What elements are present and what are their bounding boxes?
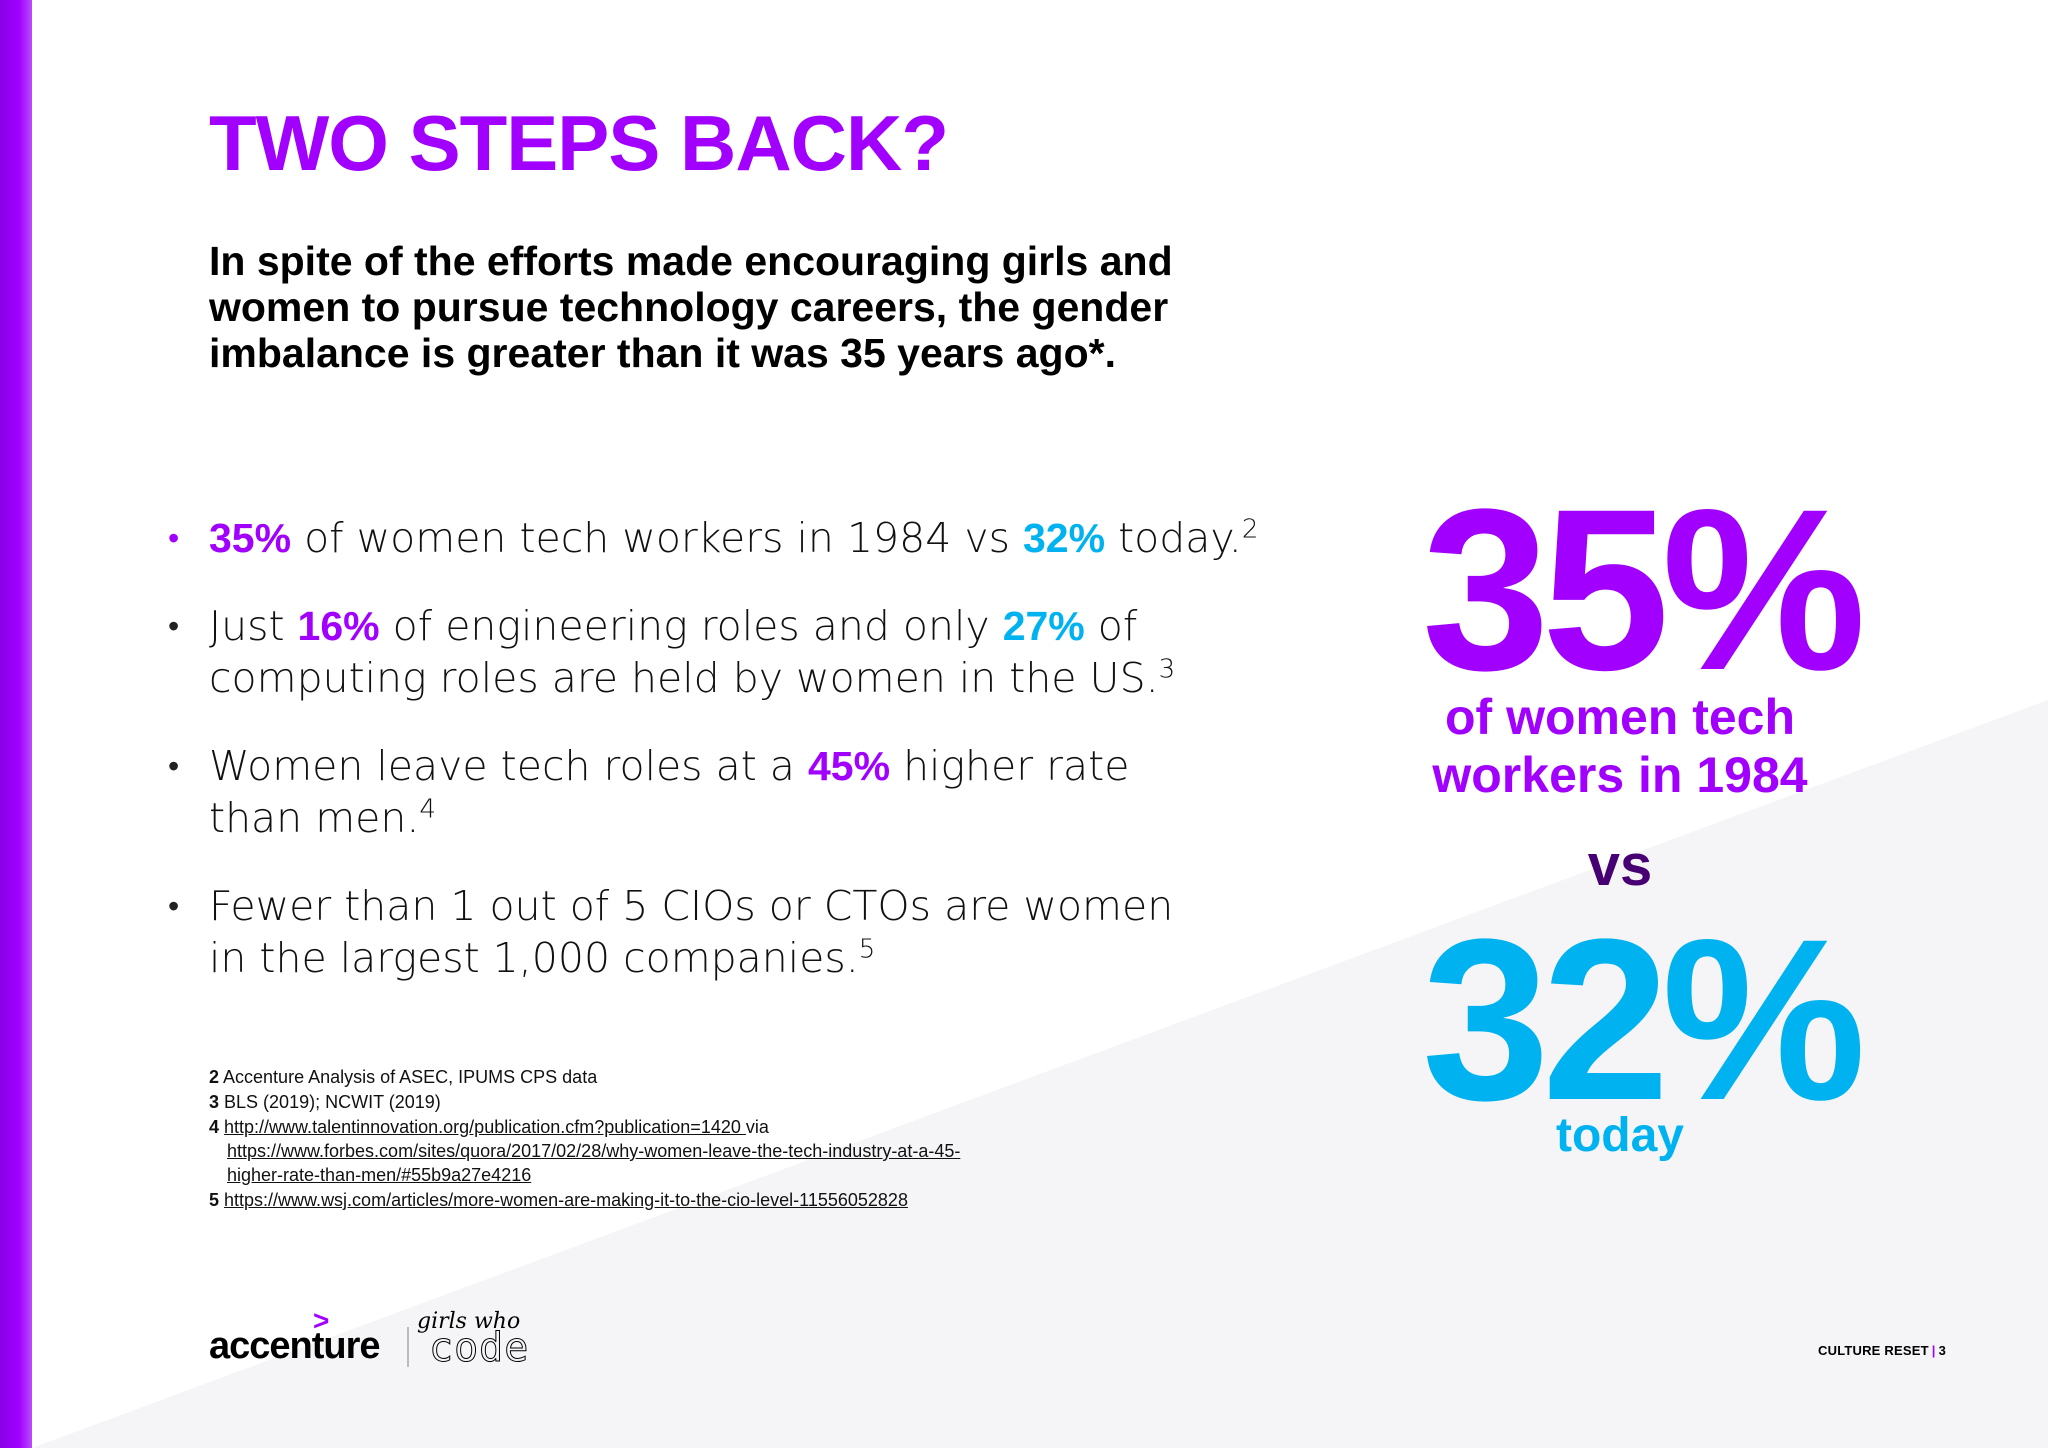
bullet-text-part: of women tech workers in 1984 vs [291, 514, 1023, 562]
intro-paragraph: In spite of the efforts made encouraging… [209, 238, 1173, 376]
accenture-logo-mark-icon: > [313, 1305, 330, 1336]
bullet-dot: • [168, 887, 180, 925]
footnote-5: 5 https://www.wsj.com/articles/more-wome… [209, 1188, 1009, 1212]
footnote-4: 4 http://www.talentinnovation.org/public… [209, 1115, 1009, 1187]
highlight-value: 16% [297, 603, 380, 649]
page-number: 3 [1938, 1343, 1946, 1358]
footer-label: CULTURE RESET [1818, 1343, 1929, 1358]
footnote-number: 5 [209, 1190, 220, 1210]
stat-1984-label-line: workers in 1984 [1432, 747, 1808, 803]
bullet-item: • Women leave tech roles at a 45% higher… [168, 740, 1209, 844]
bullet-text-part: higher rate than men. [209, 742, 1130, 842]
left-accent-bar [0, 0, 32, 1448]
stat-today-label: today [1555, 1109, 1684, 1162]
footnotes: 2 Accenture Analysis of ASEC, IPUMS CPS … [209, 1065, 1009, 1213]
stat-vs: vs [1587, 833, 1653, 898]
bullet-item: • Just 16% of engineering roles and only… [168, 600, 1338, 704]
bullet-text-part: Women leave tech roles at a [209, 742, 808, 790]
stats-bullet-list: • 35% of women tech workers in 1984 vs 3… [168, 512, 1338, 1020]
footnote-number: 2 [209, 1067, 220, 1087]
page-title: TWO STEPS BACK? [209, 99, 949, 187]
bullet-text-part: of computing roles are held by women in … [209, 602, 1159, 702]
footnote-3: 3 BLS (2019); NCWIT (2019) [209, 1090, 1009, 1114]
footnote-number: 4 [209, 1117, 220, 1137]
page-footer: CULTURE RESET | 3 [1700, 1343, 1946, 1358]
bullet-text-part: of engineering roles and only [379, 602, 1003, 650]
bullet-text: 35% of women tech workers in 1984 vs 32%… [209, 514, 1258, 562]
logo-divider [407, 1327, 409, 1367]
footnote-link-wsj[interactable]: https://www.wsj.com/articles/more-women-… [224, 1190, 908, 1210]
bullet-text: Fewer than 1 out of 5 CIOs or CTOs are w… [209, 882, 1173, 982]
accenture-logo: accenture [209, 1325, 381, 1367]
bullet-text-part: Just [209, 602, 298, 650]
bullet-dot: • [168, 519, 180, 557]
stat-1984-label-line: of women tech [1444, 689, 1796, 745]
footnote-text: via [745, 1117, 769, 1137]
girls-who-code-wordmark: code [428, 1325, 530, 1372]
highlight-value: 32% [1022, 515, 1106, 561]
highlight-value: 45% [807, 743, 891, 789]
footnote-text: Accenture Analysis of ASEC, IPUMS CPS da… [223, 1067, 598, 1087]
bullet-item: • 35% of women tech workers in 1984 vs 3… [168, 512, 1338, 564]
stat-1984-value: 35% [1421, 461, 1866, 718]
footnote-link-talentinnovation[interactable]: http://www.talentinnovation.org/publicat… [224, 1117, 746, 1137]
bullet-text-part: Fewer than 1 out of 5 CIOs or CTOs are w… [209, 882, 1174, 982]
footnote-ref: 4 [419, 794, 436, 825]
footnote-ref: 5 [858, 934, 876, 965]
footnote-ref: 2 [1241, 514, 1259, 545]
footnote-2: 2 Accenture Analysis of ASEC, IPUMS CPS … [209, 1065, 1009, 1089]
girls-who-code-script: girls who [417, 1309, 521, 1334]
footnote-text: BLS (2019); NCWIT (2019) [224, 1092, 441, 1112]
footer-separator: | [1931, 1343, 1936, 1358]
bullet-item: • Fewer than 1 out of 5 CIOs or CTOs are… [168, 880, 1209, 984]
bullet-text: Women leave tech roles at a 45% higher r… [209, 742, 1129, 842]
bullet-text-part: today. [1105, 514, 1242, 562]
highlight-value: 27% [1002, 603, 1085, 649]
stat-1984-label: of women tech workers in 1984 [1390, 688, 1850, 804]
bullet-dot: • [168, 607, 180, 645]
footnote-number: 3 [209, 1092, 220, 1112]
bullet-dot: • [168, 747, 180, 785]
footnote-link-forbes[interactable]: https://www.forbes.com/sites/quora/2017/… [227, 1141, 961, 1185]
footnote-ref: 3 [1158, 654, 1176, 685]
bullet-text: Just 16% of engineering roles and only 2… [209, 602, 1175, 702]
stat-today-value: 32% [1421, 891, 1866, 1148]
highlight-value: 35% [209, 515, 292, 561]
